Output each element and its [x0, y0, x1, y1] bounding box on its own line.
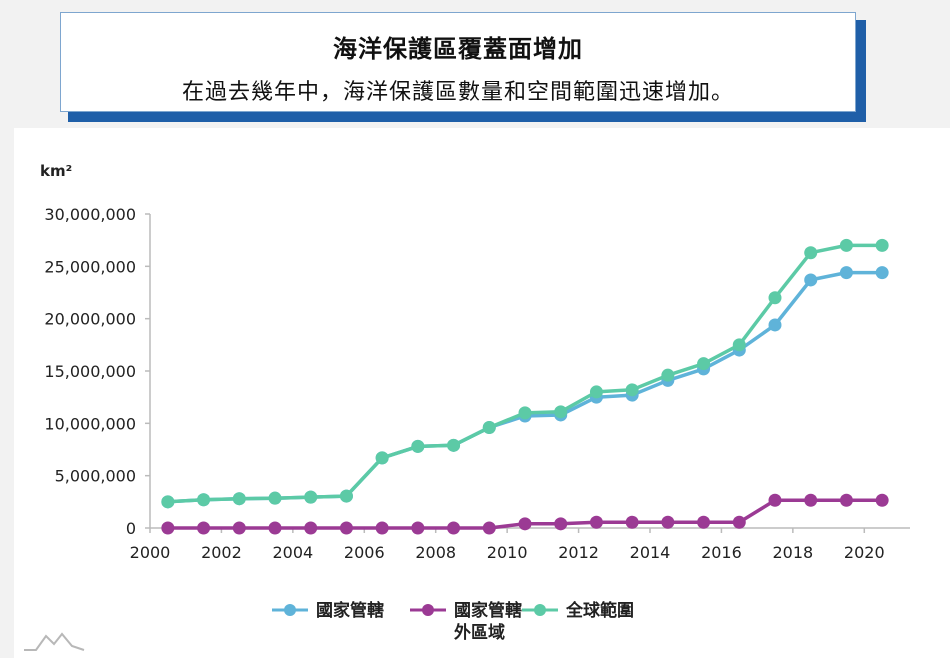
legend-swatch-national [272, 604, 308, 616]
data-point-global [375, 451, 389, 465]
legend-marker-national [284, 604, 296, 616]
y-axis-unit-label: km² [40, 162, 72, 180]
data-point-global [554, 405, 568, 419]
data-point-national [768, 318, 782, 332]
data-point-global [839, 238, 853, 252]
data-point-abnj [804, 493, 818, 507]
x-tick-label: 2012 [558, 543, 599, 562]
data-point-abnj [339, 521, 353, 535]
title-box: 海洋保護區覆蓋面增加 在過去幾年中，海洋保護區數量和空間範圍迅速增加。 [60, 12, 856, 112]
data-point-global [875, 238, 889, 252]
line-chart: km² 0 5,000,000 10,000,000 15,000,000 20,000,… [40, 162, 910, 562]
data-point-abnj [589, 515, 603, 529]
data-point-global [804, 246, 818, 260]
data-point-global [482, 421, 496, 435]
x-tick-label: 2006 [344, 543, 385, 562]
data-point-global [518, 406, 532, 420]
legend-marker-abnj [422, 604, 434, 616]
series-line-national [167, 270, 883, 504]
data-point-global [768, 291, 782, 305]
legend-label-global: 全球範圍 [566, 601, 634, 621]
data-point-abnj [268, 521, 282, 535]
legend-label-abnj-line2: 外區域 [454, 623, 505, 643]
data-point-global [197, 493, 211, 507]
mountain-logo-icon [24, 632, 85, 651]
data-point-national [839, 266, 853, 280]
x-tick-label: 2018 [772, 543, 813, 562]
data-point-abnj [839, 493, 853, 507]
data-point-global [339, 489, 353, 503]
y-tick-label: 25,000,000 [44, 257, 136, 276]
data-point-global [447, 438, 461, 452]
y-tick-label: 0 [126, 519, 136, 538]
data-point-global [304, 490, 318, 504]
legend-marker-global [534, 604, 546, 616]
data-point-global [625, 383, 639, 397]
data-point-abnj [732, 515, 746, 529]
x-tick-label: 2000 [130, 543, 171, 562]
data-point-global [697, 357, 711, 371]
x-tick-label: 2004 [272, 543, 313, 562]
data-point-abnj [482, 521, 496, 535]
data-point-abnj [875, 493, 889, 507]
page-subtitle: 在過去幾年中，海洋保護區數量和空間範圍迅速增加。 [181, 80, 734, 105]
x-tick-label: 2002 [201, 543, 242, 562]
data-point-abnj [375, 521, 389, 535]
data-point-national [804, 273, 818, 287]
data-point-global [161, 495, 175, 509]
data-point-abnj [697, 515, 711, 529]
data-point-national [875, 266, 889, 280]
data-point-abnj [554, 517, 568, 531]
legend-label-abnj-line1: 國家管轄 [454, 601, 522, 621]
data-point-abnj [768, 493, 782, 507]
y-tick-label: 20,000,000 [44, 310, 136, 329]
y-tick-label: 10,000,000 [44, 414, 136, 433]
x-tick-label: 2014 [630, 543, 671, 562]
data-point-abnj [304, 521, 318, 535]
chart-panel: km² 0 5,000,000 10,000,000 15,000,000 20,000,… [14, 128, 950, 658]
data-point-abnj [661, 515, 675, 529]
legend-item-abnj: 國家管轄 外區域 [410, 600, 522, 644]
legend-swatch-global [522, 604, 558, 616]
chart-legend: 國家管轄 國家管轄 外區域 全球範圍 [0, 600, 950, 650]
series-line-global [167, 243, 883, 504]
x-tick-label: 2020 [844, 543, 885, 562]
data-point-abnj [161, 521, 175, 535]
data-point-abnj [232, 521, 246, 535]
y-tick-label: 15,000,000 [44, 362, 136, 381]
data-point-global [732, 338, 746, 352]
y-tick-label: 5,000,000 [55, 467, 136, 486]
data-point-global [661, 368, 675, 382]
data-point-abnj [447, 521, 461, 535]
x-tick-label: 2010 [487, 543, 528, 562]
data-point-global [411, 439, 425, 453]
page-title: 海洋保護區覆蓋面增加 [333, 35, 583, 63]
data-point-global [268, 491, 282, 505]
data-point-abnj [411, 521, 425, 535]
legend-item-national: 國家管轄 [272, 600, 384, 622]
legend-item-global: 全球範圍 [522, 600, 634, 622]
data-point-abnj [518, 517, 532, 531]
legend-label-national: 國家管轄 [316, 601, 384, 621]
data-point-global [232, 492, 246, 506]
x-tick-label: 2008 [415, 543, 456, 562]
x-tick-label: 2016 [701, 543, 742, 562]
y-tick-label: 30,000,000 [44, 205, 136, 224]
data-point-global [589, 385, 603, 399]
data-point-abnj [625, 515, 639, 529]
data-point-abnj [197, 521, 211, 535]
legend-swatch-abnj [410, 604, 446, 616]
